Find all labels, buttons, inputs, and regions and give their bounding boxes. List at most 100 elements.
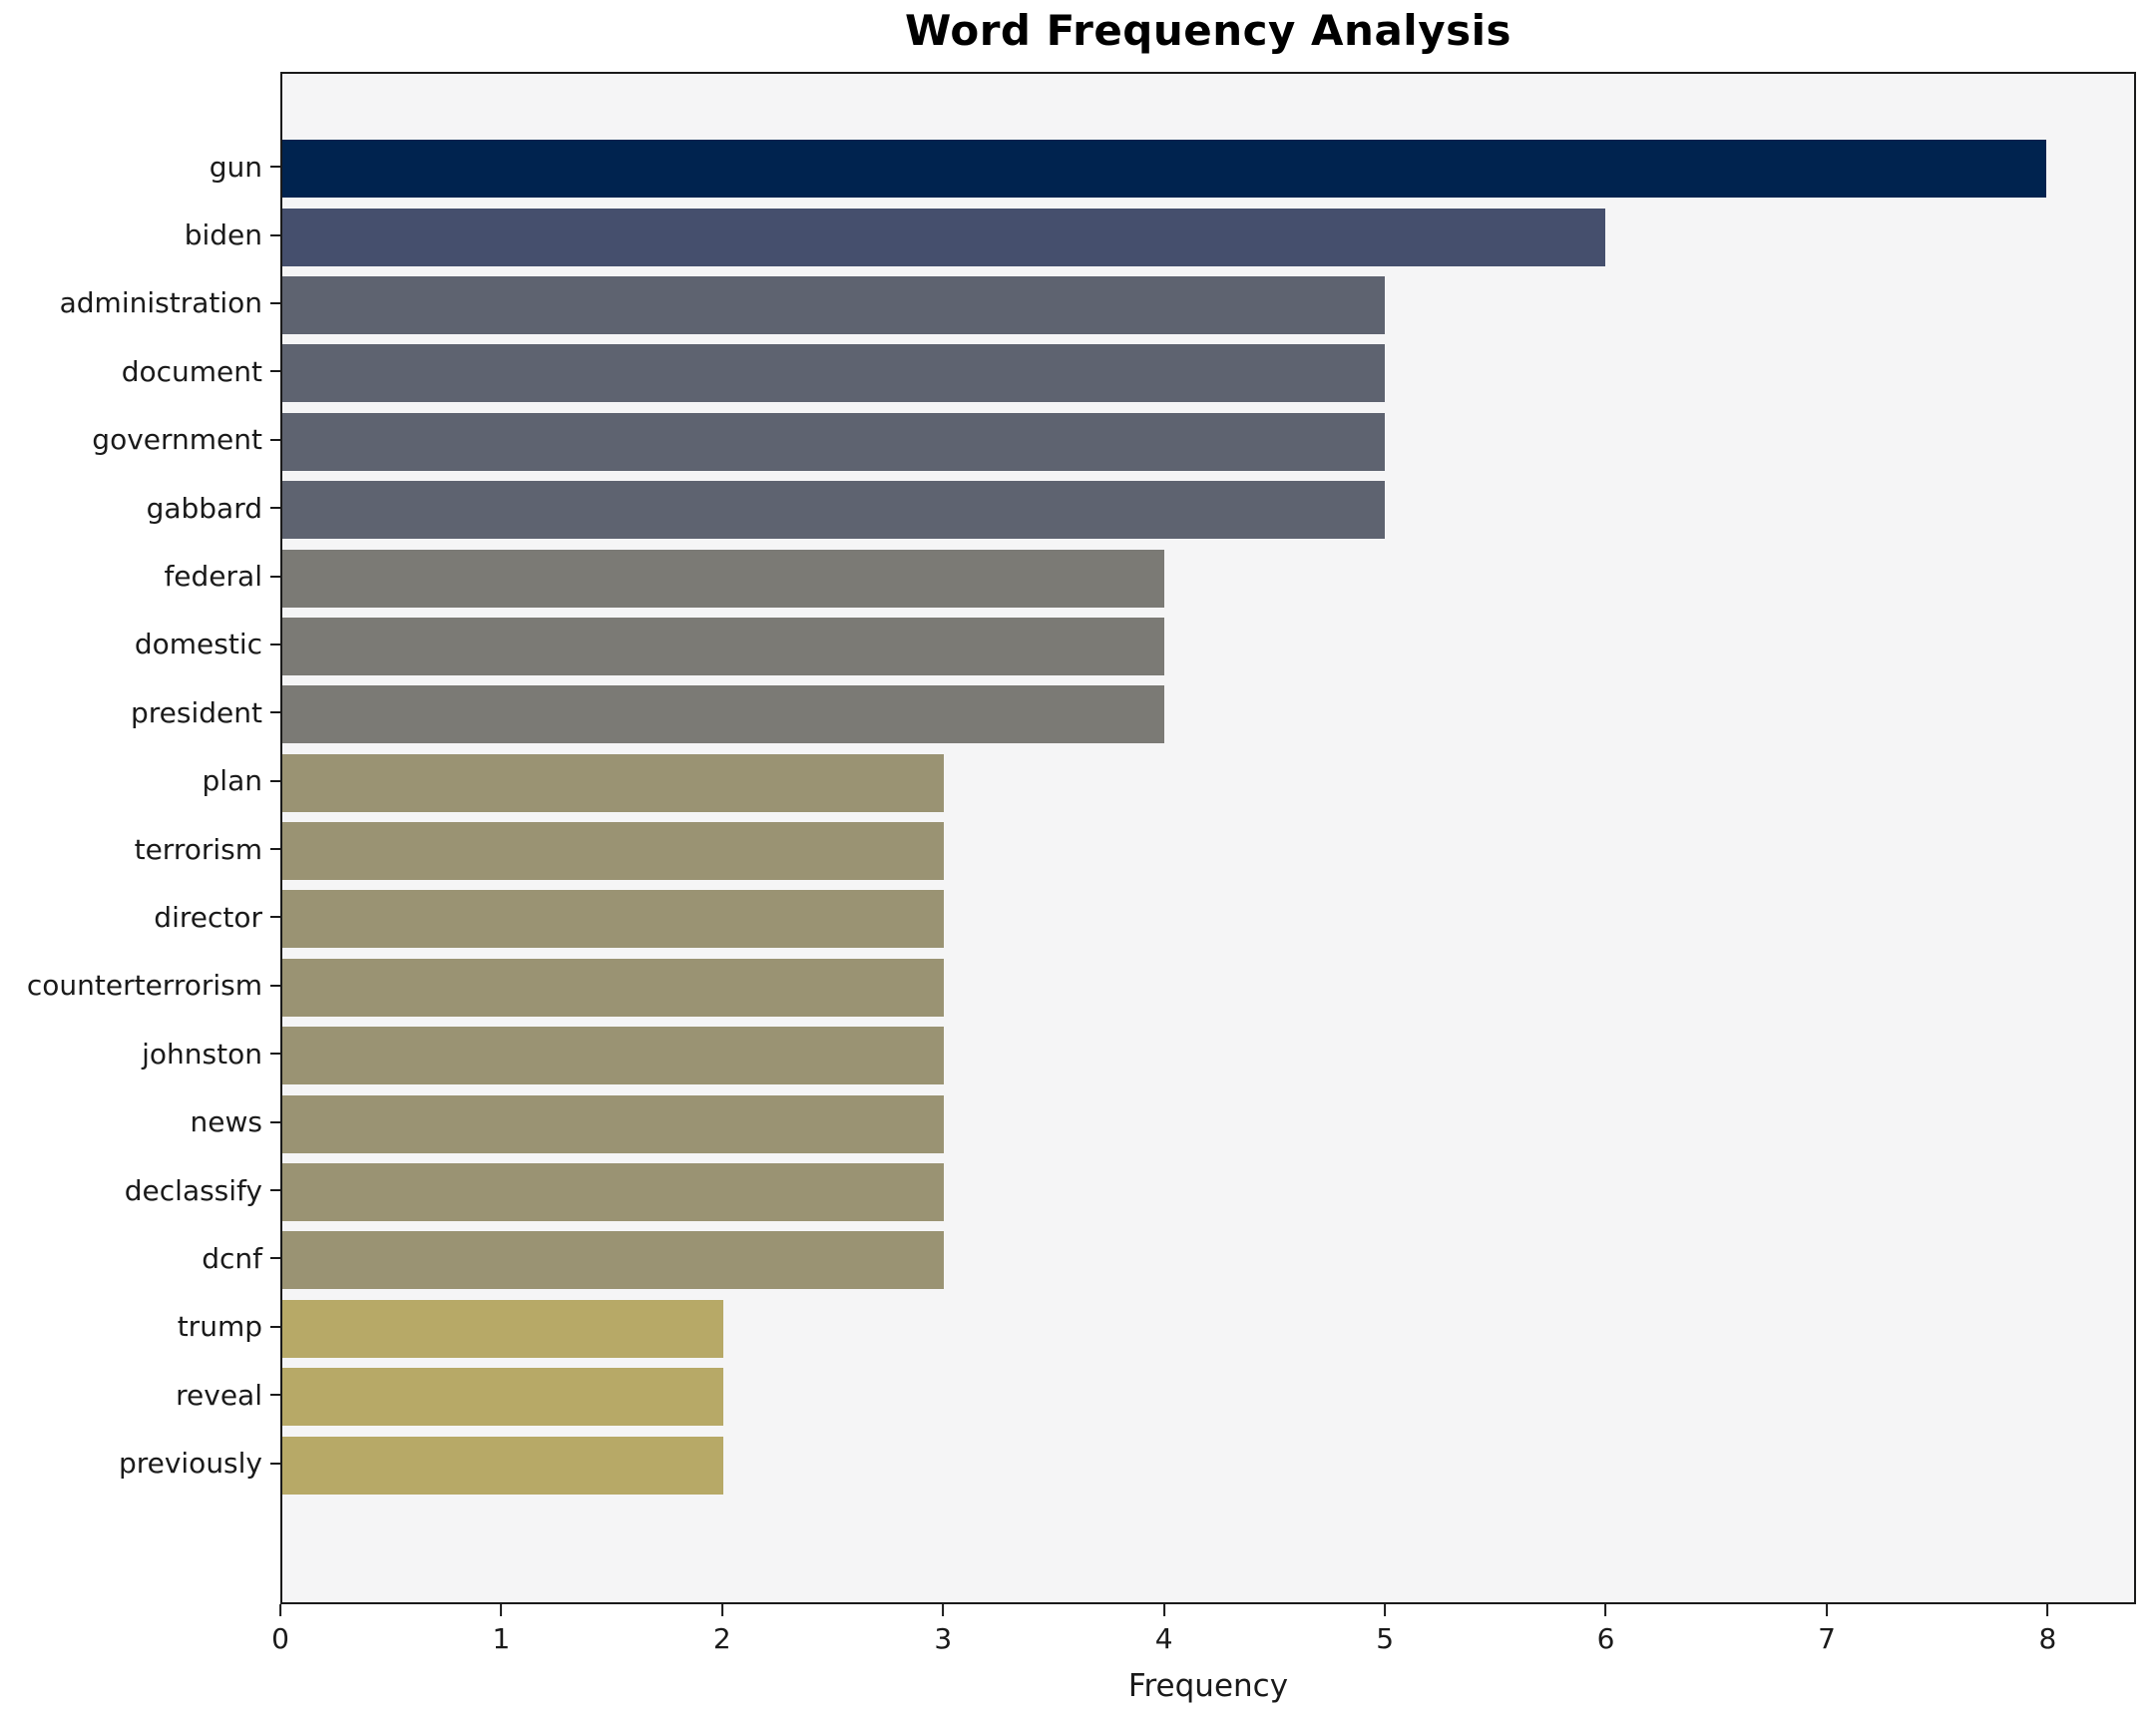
y-axis-label-government: government bbox=[92, 423, 262, 457]
frequency-bar-president bbox=[282, 685, 1164, 744]
y-axis-tick bbox=[270, 779, 280, 782]
x-tick-label: 0 bbox=[271, 1622, 289, 1655]
y-label-row: declassify bbox=[0, 1156, 280, 1224]
bar-row bbox=[282, 613, 2134, 680]
y-label-row: reveal bbox=[0, 1361, 280, 1429]
bar-row bbox=[282, 680, 2134, 748]
x-axis-tick-3: 3 bbox=[934, 1604, 952, 1655]
bar-row bbox=[282, 885, 2134, 953]
bar-row bbox=[282, 544, 2134, 612]
x-tick-label: 1 bbox=[492, 1622, 511, 1655]
y-label-row: dcnf bbox=[0, 1224, 280, 1292]
y-axis-label-previously: previously bbox=[118, 1447, 262, 1481]
y-axis-tick bbox=[270, 370, 280, 373]
y-axis-label-federal: federal bbox=[164, 560, 262, 594]
y-axis-tick bbox=[270, 1257, 280, 1260]
y-label-row: federal bbox=[0, 542, 280, 610]
y-axis-tick bbox=[270, 916, 280, 919]
y-axis-tick bbox=[270, 1053, 280, 1056]
x-tick-label: 6 bbox=[1596, 1622, 1615, 1655]
plot-area bbox=[280, 72, 2136, 1604]
frequency-bar-declassify bbox=[282, 1163, 944, 1222]
y-axis-tick bbox=[270, 643, 280, 645]
y-axis-label-biden: biden bbox=[184, 218, 262, 252]
y-axis-tick bbox=[270, 507, 280, 510]
y-axis-tick bbox=[270, 1394, 280, 1397]
y-axis-label-president: president bbox=[131, 695, 262, 729]
x-tick-mark bbox=[1825, 1604, 1828, 1616]
x-axis-tick-1: 1 bbox=[492, 1604, 511, 1655]
frequency-bar-document bbox=[282, 344, 1385, 403]
y-axis-tick bbox=[270, 1325, 280, 1328]
frequency-bar-terrorism bbox=[282, 822, 944, 881]
y-label-row: government bbox=[0, 406, 280, 474]
y-axis-label-director: director bbox=[154, 900, 262, 934]
x-axis-tick-7: 7 bbox=[1818, 1604, 1836, 1655]
x-tick-mark bbox=[2046, 1604, 2049, 1616]
y-label-row: plan bbox=[0, 747, 280, 815]
x-axis-tick-8: 8 bbox=[2039, 1604, 2056, 1655]
frequency-bar-gun bbox=[282, 140, 2046, 199]
bar-row bbox=[282, 339, 2134, 407]
frequency-bar-director bbox=[282, 890, 944, 949]
bar-row bbox=[282, 408, 2134, 476]
bar-row bbox=[282, 954, 2134, 1022]
y-axis-tick bbox=[270, 848, 280, 851]
x-tick-label: 4 bbox=[1154, 1622, 1173, 1655]
bar-row bbox=[282, 271, 2134, 339]
x-axis-tick-5: 5 bbox=[1376, 1604, 1394, 1655]
frequency-bar-plan bbox=[282, 753, 944, 812]
y-axis-tick bbox=[270, 1462, 280, 1465]
chart-title: Word Frequency Analysis bbox=[905, 6, 1511, 55]
frequency-bar-government bbox=[282, 412, 1385, 471]
frequency-bar-administration bbox=[282, 275, 1385, 334]
bar-row bbox=[282, 1363, 2134, 1431]
y-label-row: biden bbox=[0, 201, 280, 268]
bar-row bbox=[282, 1431, 2134, 1499]
y-axis-label-domestic: domestic bbox=[134, 628, 262, 661]
y-label-row: director bbox=[0, 883, 280, 951]
y-axis-tick bbox=[270, 984, 280, 987]
y-axis-label-news: news bbox=[190, 1105, 262, 1139]
x-axis-tick-2: 2 bbox=[713, 1604, 731, 1655]
y-axis-tick bbox=[270, 1189, 280, 1192]
y-axis-label-gun: gun bbox=[209, 150, 262, 184]
bar-rows bbox=[282, 135, 2134, 1500]
x-tick-label: 7 bbox=[1818, 1622, 1836, 1655]
y-label-row: johnston bbox=[0, 1020, 280, 1087]
frequency-bar-previously bbox=[282, 1436, 723, 1495]
frequency-bar-biden bbox=[282, 208, 1605, 266]
frequency-bar-johnston bbox=[282, 1027, 944, 1085]
y-axis-label-declassify: declassify bbox=[124, 1173, 262, 1207]
y-axis-label-document: document bbox=[121, 354, 262, 388]
y-label-row: administration bbox=[0, 269, 280, 337]
y-label-row: president bbox=[0, 678, 280, 746]
x-axis-tick-0: 0 bbox=[271, 1604, 289, 1655]
x-tick-mark bbox=[1162, 1604, 1165, 1616]
bar-row bbox=[282, 1089, 2134, 1157]
frequency-bar-counterterrorism bbox=[282, 958, 944, 1017]
y-axis-label-plan: plan bbox=[202, 764, 262, 798]
bar-row bbox=[282, 749, 2134, 817]
y-axis-tick bbox=[270, 301, 280, 304]
y-axis-tick bbox=[270, 575, 280, 578]
y-axis-tick bbox=[270, 438, 280, 441]
y-axis-label-administration: administration bbox=[59, 286, 262, 320]
y-label-row: counterterrorism bbox=[0, 952, 280, 1020]
bar-row bbox=[282, 476, 2134, 544]
frequency-bar-news bbox=[282, 1094, 944, 1153]
y-label-row: previously bbox=[0, 1429, 280, 1497]
y-axis: gun biden administration document government… bbox=[0, 133, 280, 1498]
y-axis-label-terrorism: terrorism bbox=[134, 832, 262, 866]
x-tick-mark bbox=[1384, 1604, 1387, 1616]
y-axis-label-johnston: johnston bbox=[142, 1037, 262, 1071]
x-tick-mark bbox=[278, 1604, 281, 1616]
frequency-bar-reveal bbox=[282, 1368, 723, 1427]
x-tick-mark bbox=[500, 1604, 503, 1616]
bar-row bbox=[282, 1226, 2134, 1294]
y-label-row: terrorism bbox=[0, 815, 280, 883]
bar-row bbox=[282, 817, 2134, 885]
y-axis-label-gabbard: gabbard bbox=[146, 491, 262, 525]
y-axis-tick bbox=[270, 711, 280, 714]
